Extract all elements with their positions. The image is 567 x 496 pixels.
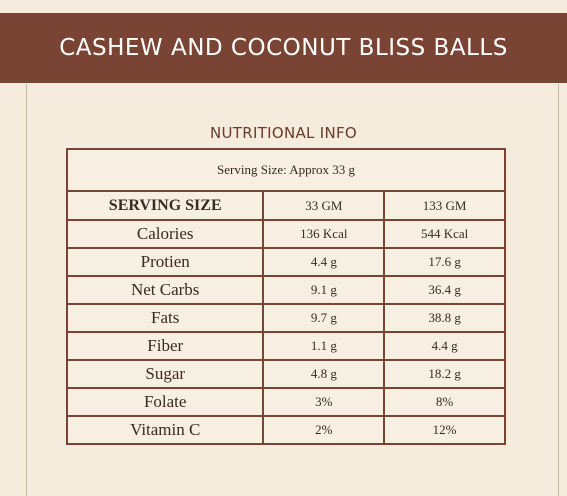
table-row: Net Carbs 9.1 g 36.4 g bbox=[68, 277, 504, 305]
value-33gm: 4.8 g bbox=[264, 361, 386, 389]
value-133gm: 38.8 g bbox=[385, 305, 504, 333]
value-33gm: 136 Kcal bbox=[264, 221, 386, 249]
header-33gm: 33 GM bbox=[264, 192, 386, 221]
nutrient-label: Fiber bbox=[68, 333, 265, 361]
table-row: Calories 136 Kcal 544 Kcal bbox=[68, 221, 504, 249]
value-33gm: 9.1 g bbox=[264, 277, 386, 305]
page-title: CASHEW AND COCONUT BLISS BALLS bbox=[59, 35, 508, 61]
value-133gm: 544 Kcal bbox=[385, 221, 504, 249]
section-heading: NUTRITIONAL INFO bbox=[209, 124, 358, 142]
value-33gm: 4.4 g bbox=[264, 249, 386, 277]
header-serving-size: SERVING SIZE bbox=[68, 192, 265, 221]
table-row: Fats 9.7 g 38.8 g bbox=[68, 305, 504, 333]
value-33gm: 2% bbox=[264, 417, 386, 443]
nutrient-label: Protien bbox=[68, 249, 265, 277]
serving-size-row: Serving Size: Approx 33 g bbox=[68, 150, 504, 192]
value-33gm: 9.7 g bbox=[264, 305, 386, 333]
value-133gm: 18.2 g bbox=[385, 361, 504, 389]
value-133gm: 36.4 g bbox=[385, 277, 504, 305]
value-133gm: 4.4 g bbox=[385, 333, 504, 361]
serving-size-cell: Serving Size: Approx 33 g bbox=[68, 150, 504, 192]
value-33gm: 3% bbox=[264, 389, 386, 417]
value-133gm: 8% bbox=[385, 389, 504, 417]
title-banner: CASHEW AND COCONUT BLISS BALLS bbox=[0, 13, 567, 83]
nutrient-label: Vitamin C bbox=[68, 417, 265, 443]
table-row: Fiber 1.1 g 4.4 g bbox=[68, 333, 504, 361]
table-header-row: SERVING SIZE 33 GM 133 GM bbox=[68, 192, 504, 221]
value-33gm: 1.1 g bbox=[264, 333, 386, 361]
table-row: Sugar 4.8 g 18.2 g bbox=[68, 361, 504, 389]
page-frame bbox=[26, 84, 559, 496]
nutrient-label: Net Carbs bbox=[68, 277, 265, 305]
nutrient-label: Calories bbox=[68, 221, 265, 249]
value-133gm: 17.6 g bbox=[385, 249, 504, 277]
nutrition-table: Serving Size: Approx 33 g SERVING SIZE 3… bbox=[66, 148, 506, 445]
table-row: Protien 4.4 g 17.6 g bbox=[68, 249, 504, 277]
nutrient-label: Fats bbox=[68, 305, 265, 333]
nutrient-label: Folate bbox=[68, 389, 265, 417]
table-row: Folate 3% 8% bbox=[68, 389, 504, 417]
header-133gm: 133 GM bbox=[385, 192, 504, 221]
nutrient-label: Sugar bbox=[68, 361, 265, 389]
value-133gm: 12% bbox=[432, 422, 457, 437]
table-row: Vitamin C 2% 12% bbox=[68, 417, 504, 443]
